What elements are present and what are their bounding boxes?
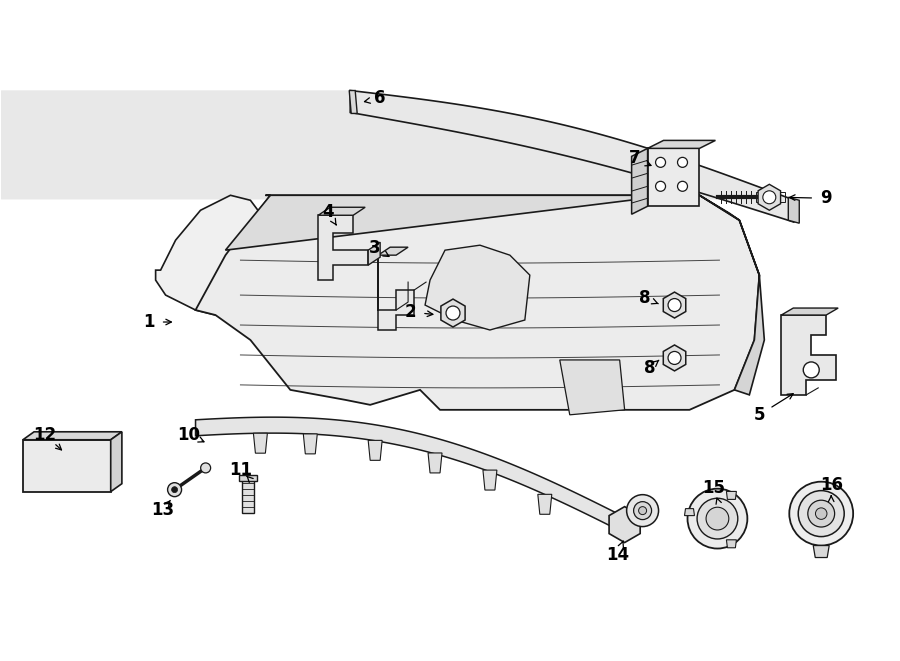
Polygon shape <box>734 220 764 395</box>
Polygon shape <box>319 215 368 280</box>
Circle shape <box>706 507 729 530</box>
Circle shape <box>804 362 819 378</box>
Polygon shape <box>632 148 648 214</box>
Text: 8: 8 <box>639 289 651 307</box>
Polygon shape <box>195 417 619 531</box>
Circle shape <box>172 486 177 492</box>
Circle shape <box>668 299 681 311</box>
Polygon shape <box>560 360 625 415</box>
Polygon shape <box>685 508 695 516</box>
Circle shape <box>798 490 844 537</box>
Polygon shape <box>781 308 838 315</box>
Text: 4: 4 <box>322 203 334 221</box>
Text: 12: 12 <box>33 426 57 444</box>
Circle shape <box>668 352 681 364</box>
Circle shape <box>655 181 665 191</box>
Circle shape <box>634 502 652 520</box>
Polygon shape <box>349 91 357 114</box>
Circle shape <box>688 488 747 549</box>
Circle shape <box>678 157 688 167</box>
Polygon shape <box>483 470 497 490</box>
Polygon shape <box>226 192 740 250</box>
Circle shape <box>626 494 659 527</box>
Circle shape <box>808 500 834 527</box>
Circle shape <box>815 508 827 520</box>
Text: 1: 1 <box>143 313 155 331</box>
Polygon shape <box>254 433 267 453</box>
Circle shape <box>639 506 646 515</box>
Polygon shape <box>242 480 255 513</box>
Text: 13: 13 <box>151 500 175 519</box>
Text: 10: 10 <box>177 426 200 444</box>
Polygon shape <box>350 91 795 222</box>
Polygon shape <box>441 299 465 327</box>
Polygon shape <box>378 247 408 255</box>
Text: 15: 15 <box>702 479 724 496</box>
Polygon shape <box>111 432 122 492</box>
Polygon shape <box>758 184 780 210</box>
Circle shape <box>678 181 688 191</box>
Polygon shape <box>239 475 257 481</box>
Polygon shape <box>428 453 442 473</box>
Text: 5: 5 <box>753 406 765 424</box>
Polygon shape <box>378 255 414 330</box>
Polygon shape <box>22 432 122 440</box>
Text: 8: 8 <box>644 359 655 377</box>
Polygon shape <box>663 345 686 371</box>
Text: 6: 6 <box>374 89 386 108</box>
Polygon shape <box>788 197 799 223</box>
Polygon shape <box>195 195 760 410</box>
Polygon shape <box>609 506 640 543</box>
Text: 14: 14 <box>606 545 629 564</box>
Polygon shape <box>303 434 318 454</box>
Text: 3: 3 <box>369 239 381 257</box>
Text: 7: 7 <box>629 149 641 167</box>
Text: 11: 11 <box>229 461 252 479</box>
Polygon shape <box>814 545 829 557</box>
Polygon shape <box>648 140 716 148</box>
Circle shape <box>655 157 665 167</box>
Polygon shape <box>368 242 380 265</box>
Polygon shape <box>319 208 365 215</box>
Polygon shape <box>726 540 736 548</box>
Text: 2: 2 <box>404 303 416 321</box>
Circle shape <box>763 191 776 204</box>
Circle shape <box>789 482 853 545</box>
Polygon shape <box>368 440 382 460</box>
Polygon shape <box>156 195 270 320</box>
Polygon shape <box>22 440 111 492</box>
Circle shape <box>201 463 211 473</box>
Circle shape <box>446 306 460 320</box>
Polygon shape <box>538 494 552 514</box>
Polygon shape <box>425 245 530 330</box>
Text: 16: 16 <box>820 476 842 494</box>
Text: 9: 9 <box>821 189 832 208</box>
Polygon shape <box>648 148 699 206</box>
Polygon shape <box>663 292 686 318</box>
Circle shape <box>167 483 182 496</box>
Circle shape <box>698 498 738 539</box>
Polygon shape <box>781 315 836 395</box>
Polygon shape <box>726 491 736 500</box>
